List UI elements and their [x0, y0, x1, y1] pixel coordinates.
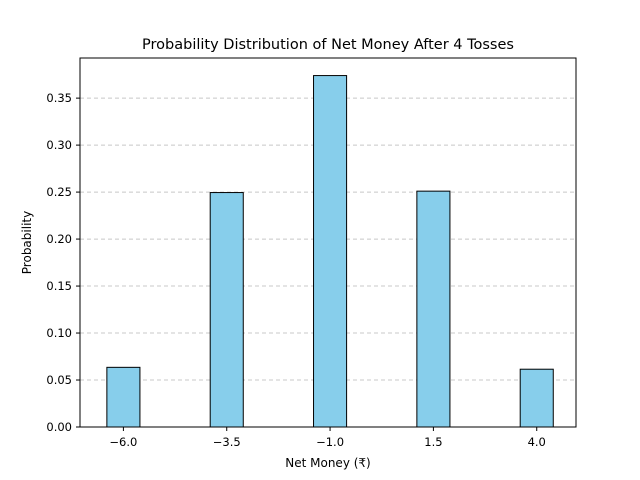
- x-tick-label: 4.0: [528, 435, 546, 449]
- x-tick-label: −3.5: [213, 435, 241, 449]
- x-axis-ticks: −6.0 −3.5 −1.0 1.5 4.0: [109, 427, 546, 449]
- y-axis-ticks: 0.00 0.05 0.10 0.15 0.20 0.25 0.30 0.35: [46, 91, 80, 434]
- bars: [106, 75, 554, 428]
- y-tick-label: 0.00: [46, 420, 72, 434]
- x-axis-label: Net Money (₹): [285, 456, 370, 470]
- bar: [209, 192, 244, 428]
- x-tick-label: −6.0: [109, 435, 137, 449]
- x-tick-label: −1.0: [316, 435, 344, 449]
- plot-frame: [79, 57, 577, 428]
- x-tick-label: 1.5: [424, 435, 442, 449]
- bar: [106, 366, 141, 428]
- chart-title: Probability Distribution of Net Money Af…: [142, 37, 514, 53]
- y-tick-label: 0.05: [46, 373, 72, 387]
- y-tick-label: 0.10: [46, 326, 72, 340]
- bar: [313, 75, 348, 428]
- bar: [416, 190, 451, 428]
- y-tick-label: 0.30: [46, 138, 72, 152]
- y-tick-label: 0.25: [46, 185, 72, 199]
- y-axis-label: Probability: [20, 211, 34, 274]
- y-tick-label: 0.15: [46, 279, 72, 293]
- y-tick-label: 0.20: [46, 232, 72, 246]
- y-tick-label: 0.35: [46, 91, 72, 105]
- bar: [519, 368, 554, 428]
